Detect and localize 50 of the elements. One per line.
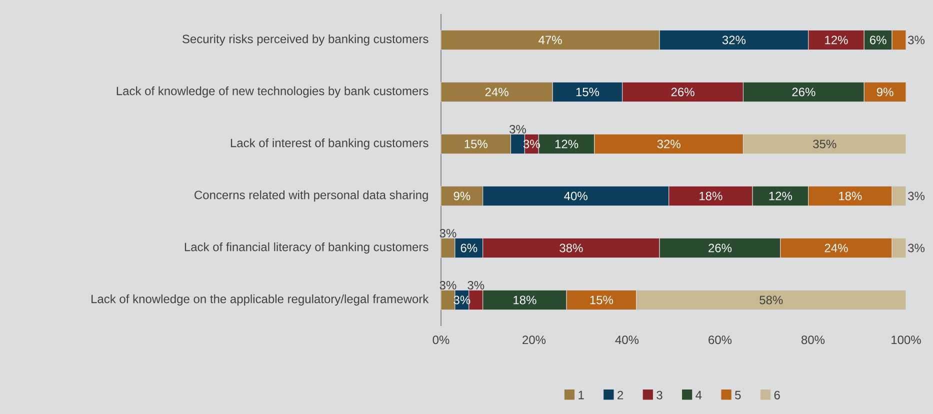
legend-label: 4 (696, 390, 702, 400)
data-label: 9% (876, 88, 894, 96)
legend-label: 6 (774, 390, 780, 400)
data-label: 3% (908, 192, 925, 200)
data-label: 15% (590, 296, 613, 304)
data-label: 15% (464, 140, 488, 148)
data-label: 58% (760, 296, 783, 304)
data-label: 38% (560, 244, 583, 252)
y-tick-label: Lack of interest of banking customers (230, 138, 428, 150)
data-label: 6% (870, 36, 886, 44)
data-label: 26% (708, 244, 732, 252)
data-label: 18% (839, 192, 862, 200)
data-label: 26% (792, 88, 816, 96)
data-label: 47% (538, 36, 562, 44)
data-label: 3% (440, 280, 456, 290)
data-label: 3% (440, 228, 456, 238)
data-label: 24% (485, 88, 508, 96)
data-label: 15% (576, 88, 600, 96)
data-label: 3% (908, 244, 925, 252)
x-tick-label: 40% (615, 336, 639, 344)
data-label: 12% (769, 192, 792, 200)
legend-label: 5 (735, 390, 741, 400)
x-tick-label: 0% (432, 336, 450, 344)
data-label: 35% (813, 140, 836, 148)
y-tick-label: Concerns related with personal data sharing (194, 190, 428, 202)
data-label: 18% (700, 192, 722, 200)
data-label: 40% (564, 192, 588, 200)
x-tick-label: 20% (522, 336, 546, 344)
data-label: 18% (514, 296, 536, 304)
x-tick-label: 100% (892, 336, 921, 344)
data-label: 12% (555, 140, 578, 148)
legend-label: 1 (578, 390, 584, 400)
legend-label: 2 (618, 390, 624, 400)
y-tick-label: Lack of financial literacy of banking customers (184, 242, 428, 254)
data-label: 3% (468, 280, 484, 290)
x-tick-label: 80% (802, 336, 825, 344)
y-tick-label: Lack of knowledge of new technologies by bank customers (116, 86, 428, 98)
y-tick-label: Security risks perceived by banking customers (182, 34, 428, 46)
data-label: 32% (722, 36, 746, 44)
y-tick-label: Lack of knowledge on the applicable regulatory/legal framework (92, 294, 429, 306)
data-label: 9% (454, 192, 470, 200)
data-label: 3% (908, 36, 925, 44)
data-label: 3% (510, 124, 526, 134)
data-label: 6% (460, 244, 478, 252)
legend-label: 3 (656, 390, 662, 400)
data-label: 24% (824, 244, 848, 252)
data-label: 32% (657, 140, 680, 148)
x-tick-label: 60% (708, 336, 732, 344)
data-label: 26% (671, 88, 694, 96)
data-label: 12% (825, 36, 848, 44)
